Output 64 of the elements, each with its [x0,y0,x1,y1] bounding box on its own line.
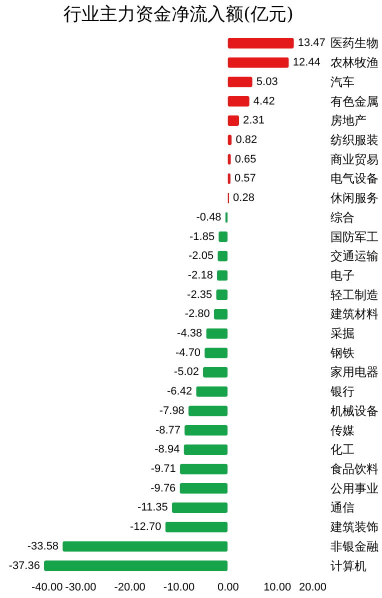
data-label: -2.05 [188,250,214,262]
y-tick-label: 家用电器 [330,365,378,380]
data-label: -9.76 [150,482,176,494]
data-label: -33.58 [27,540,59,552]
data-label: 0.82 [236,134,258,146]
data-label: -12.70 [130,521,162,534]
x-tick-label: -30.00 [65,582,96,594]
y-tick-label: 建筑材料 [330,307,378,322]
x-tick-label: 20.00 [298,582,326,594]
data-label: 0.65 [234,153,256,166]
y-tick-label: 电气设备 [330,172,378,186]
y-tick-label: 交通运输 [330,249,378,264]
data-label: -9.71 [150,463,176,476]
y-tick-label: 电子 [330,268,354,282]
x-tick-label: -40.00 [32,582,63,594]
data-label: -5.02 [174,366,199,378]
y-tick-label: 化工 [330,442,354,457]
data-label: -2.18 [188,269,213,282]
y-tick-label: 传媒 [330,423,354,438]
y-tick-label: 公用事业 [330,481,378,496]
x-tick-label: 10.00 [264,582,292,594]
y-tick-label: 通信 [330,500,354,515]
y-tick-label: 汽车 [330,74,354,89]
y-tick-label: 计算机 [330,558,366,573]
data-label: -2.80 [184,308,210,320]
y-tick-label: 国防军工 [330,230,378,244]
y-tick-label: 农林牧渔 [330,56,378,70]
y-tick-label: 建筑装饰 [330,520,378,534]
data-label: -1.85 [189,230,215,243]
data-label: 0.57 [234,172,256,185]
x-tick-label: -20.00 [114,582,146,594]
y-tick-label: 有色金属 [330,94,378,108]
y-tick-label: 非银金融 [330,539,378,554]
data-label: 5.03 [256,76,278,88]
data-label: -0.48 [196,211,222,224]
x-tick-label: -10.00 [163,582,195,594]
data-label: -11.35 [137,502,168,514]
data-label: -2.35 [187,288,212,301]
y-tick-label: 房地产 [330,114,366,128]
y-tick-label: 医药生物 [330,36,378,50]
data-label: 12.44 [292,56,320,69]
y-tick-label: 采掘 [330,326,354,341]
data-label: -37.36 [8,560,40,572]
data-label: 13.47 [298,37,326,50]
data-label: 0.28 [233,192,254,204]
data-label: 4.42 [253,95,275,108]
x-tick-label: 0.00 [217,582,239,594]
y-tick-label: 商业贸易 [330,152,378,166]
data-label: -6.42 [167,386,192,398]
y-tick-label: 综合 [330,210,354,224]
y-tick-label: 银行 [330,384,354,399]
y-tick-label: 纺织服装 [330,132,378,147]
chart-title: 行业主力资金净流入额(亿元) [63,4,294,25]
data-label: 2.31 [243,114,264,127]
y-tick-label: 钢铁 [330,346,354,360]
data-label: -8.94 [154,444,180,456]
y-tick-label: 食品饮料 [330,462,378,476]
y-tick-label: 轻工制造 [330,288,378,302]
data-label: -8.77 [155,424,181,436]
y-tick-label: 休闲服务 [330,191,378,206]
data-label: -7.98 [159,404,184,417]
y-tick-label: 机械设备 [330,404,378,418]
data-label: -4.70 [175,346,201,359]
data-label: -4.38 [177,328,202,340]
